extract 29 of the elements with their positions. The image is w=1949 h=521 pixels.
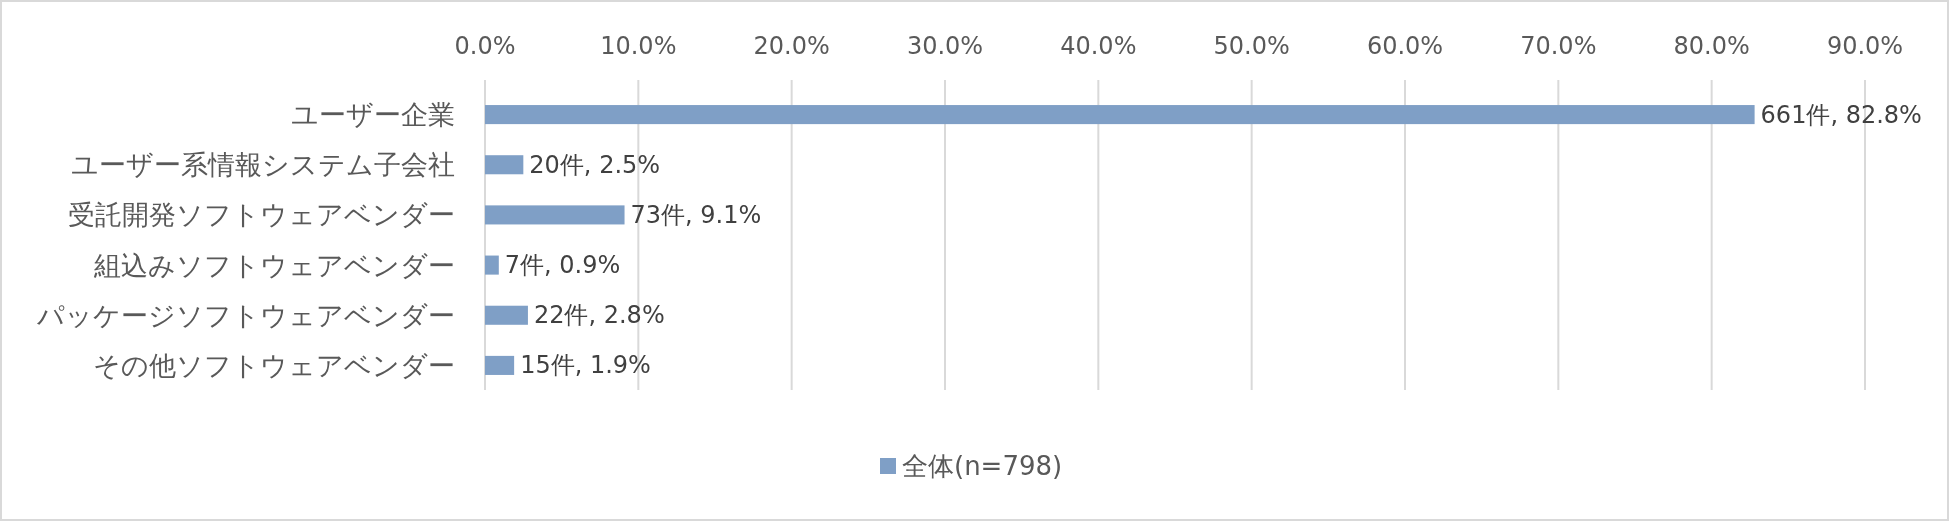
y-tick-label: その他ソフトウェアベンダー	[93, 349, 455, 381]
y-tick-label: 受託開発ソフトウェアベンダー	[68, 199, 455, 231]
x-tick-label: 60.0%	[1366, 32, 1444, 60]
x-tick-label: 80.0%	[1673, 32, 1750, 60]
x-tick-label: 50.0%	[1213, 32, 1290, 60]
x-tick-label: 20.0%	[753, 32, 830, 60]
x-tick-label: 10.0%	[600, 32, 677, 60]
y-tick-label: 組込みソフトウェアベンダー	[93, 249, 455, 281]
y-tick-label: ユーザー企業	[291, 99, 455, 131]
bar	[485, 205, 625, 225]
y-tick-label: ユーザー系情報システム子会社	[71, 149, 455, 181]
bar	[485, 255, 499, 275]
legend-label: 全体(n=798)	[902, 451, 1063, 481]
data-label: 661件, 82.8%	[1760, 100, 1922, 129]
data-label: 73件, 9.1%	[630, 200, 762, 229]
x-tick-label: 30.0%	[906, 32, 984, 60]
bar	[485, 305, 528, 325]
y-tick-label: パッケージソフトウェアベンダー	[36, 299, 455, 331]
x-tick-label: 0.0%	[454, 32, 516, 60]
data-label: 15件, 1.9%	[520, 351, 651, 380]
bar	[485, 355, 515, 375]
data-label: 7件, 0.9%	[504, 251, 621, 280]
bar	[485, 155, 524, 175]
x-tick-label: 40.0%	[1060, 32, 1137, 60]
data-label: 20件, 2.5%	[529, 150, 661, 179]
bar	[485, 105, 1755, 125]
data-label: 22件, 2.8%	[533, 301, 665, 330]
x-tick-label: 90.0%	[1826, 32, 1904, 60]
x-tick-label: 70.0%	[1520, 32, 1597, 60]
